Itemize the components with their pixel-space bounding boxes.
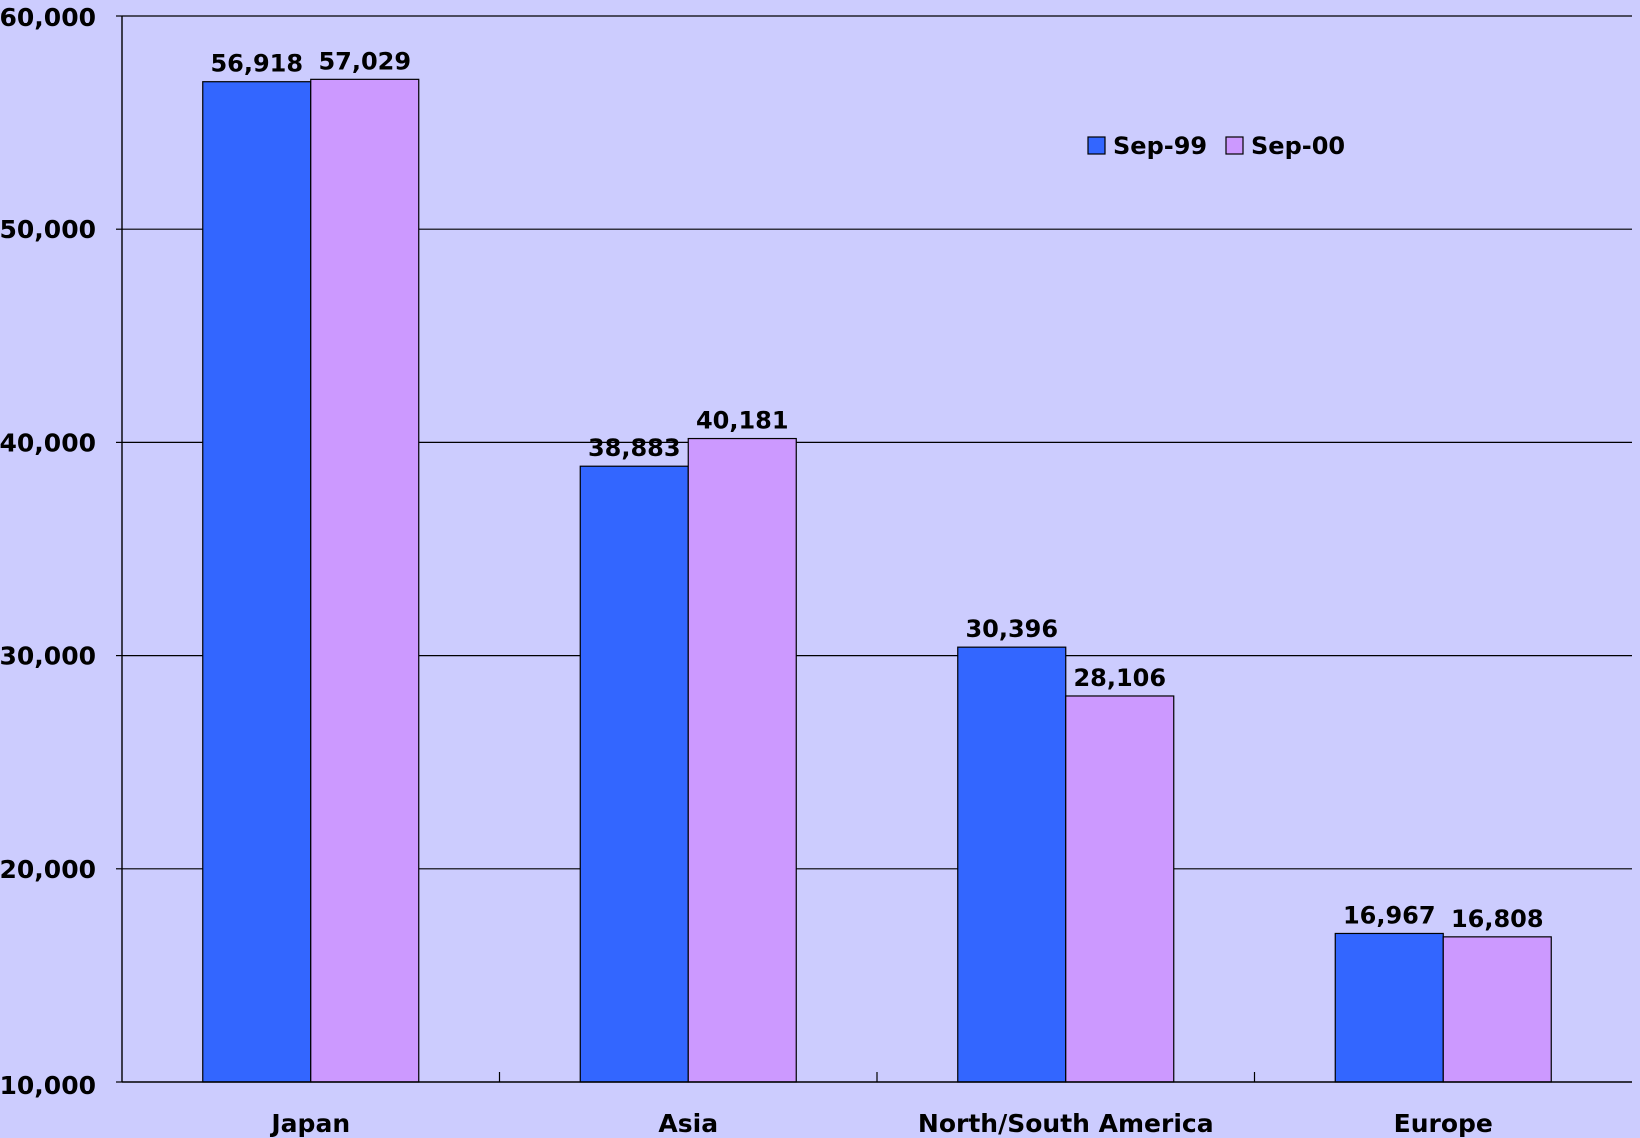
data-label: 30,396 — [965, 615, 1058, 643]
bar-sep-99-asia — [579, 465, 689, 1083]
legend-swatch — [1087, 136, 1106, 155]
x-tick-label: Europe — [1394, 1109, 1493, 1138]
y-tick-label: 60,000 — [0, 3, 96, 32]
legend: Sep-99 Sep-00 — [1087, 132, 1345, 160]
data-label: 16,967 — [1343, 901, 1436, 929]
data-label: 28,106 — [1073, 664, 1166, 692]
bars — [202, 78, 1552, 1083]
legend-label: Sep-99 — [1113, 132, 1207, 160]
bar-sep-99-europe — [1334, 932, 1444, 1083]
legend-swatch — [1225, 136, 1244, 155]
axes — [116, 15, 1632, 1083]
data-label: 38,883 — [588, 434, 681, 462]
data-label: 56,918 — [210, 50, 303, 78]
data-label: 16,808 — [1451, 905, 1544, 933]
y-tick-label: 50,000 — [0, 215, 96, 244]
y-tick-label: 10,000 — [0, 1071, 96, 1100]
y-tick-label: 30,000 — [0, 642, 96, 671]
y-tick-labels: 10,000 20,000 30,000 40,000 50,000 60,000 — [0, 3, 96, 1100]
y-tick-label: 20,000 — [0, 855, 96, 884]
bar-sep-00-north-south-america — [1065, 695, 1175, 1083]
x-tick-label: Asia — [658, 1109, 718, 1138]
bar-sep-00-japan — [310, 78, 420, 1083]
bar-sep-99-japan — [202, 81, 312, 1083]
x-tick-label: North/South America — [918, 1109, 1214, 1138]
x-tick-labels: Japan Asia North/South America Europe — [269, 1109, 1492, 1138]
bar-sep-00-asia — [687, 437, 797, 1083]
bar-sep-99-north-south-america — [957, 646, 1067, 1083]
data-label: 40,181 — [696, 407, 789, 435]
y-tick-label: 40,000 — [0, 428, 96, 457]
legend-label: Sep-00 — [1251, 132, 1345, 160]
x-tick-label: Japan — [269, 1109, 350, 1138]
data-labels: 56,918 38,883 30,396 16,967 57,029 40,181 28,1… — [210, 47, 1543, 933]
bar-sep-00-europe — [1442, 936, 1552, 1083]
data-label: 57,029 — [318, 47, 411, 75]
